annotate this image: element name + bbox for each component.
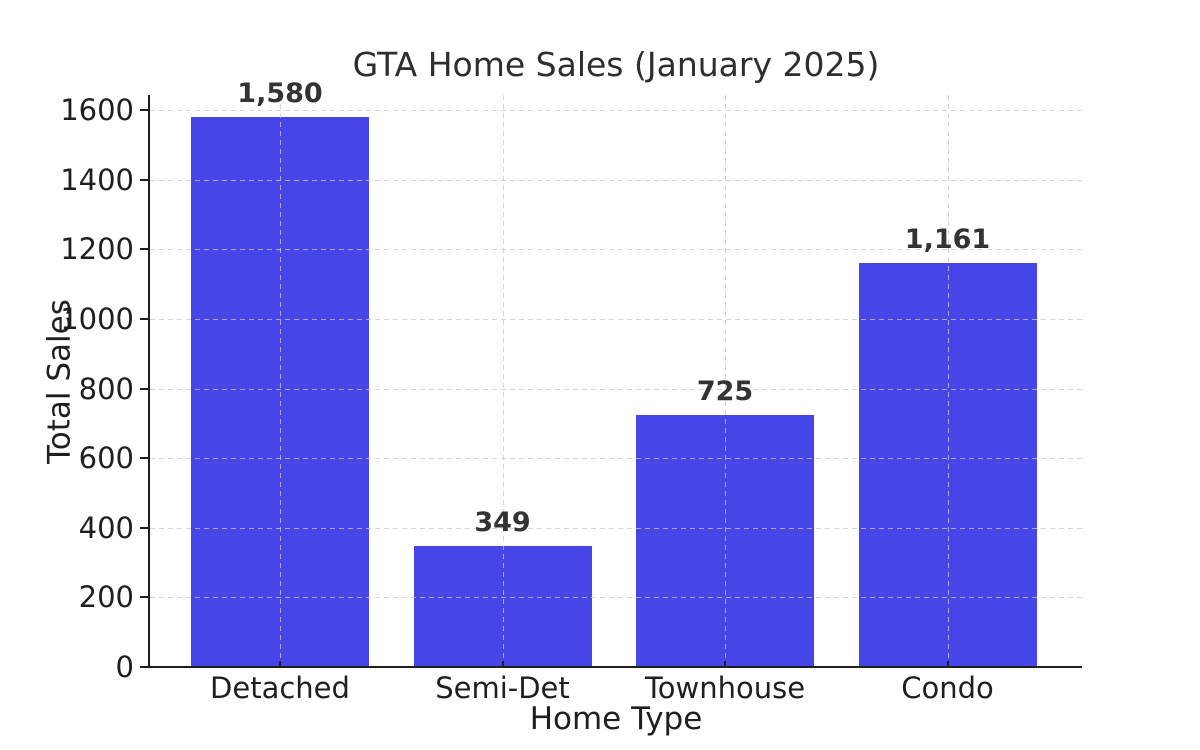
y-gridline bbox=[150, 249, 1082, 251]
x-gridline bbox=[947, 95, 949, 667]
y-tick-mark bbox=[140, 596, 148, 599]
x-tick-label: Condo bbox=[901, 671, 994, 705]
x-tick-label: Semi-Det bbox=[435, 671, 570, 705]
y-tick-label: 200 bbox=[78, 580, 134, 615]
y-gridline bbox=[150, 179, 1082, 181]
y-gridline bbox=[150, 527, 1082, 529]
x-gridline bbox=[280, 95, 281, 667]
x-tick-mark bbox=[946, 661, 949, 666]
bar-value-label: 349 bbox=[474, 506, 531, 538]
chart-title: GTA Home Sales (January 2025) bbox=[352, 45, 880, 84]
y-tick-mark bbox=[140, 178, 148, 181]
y-gridline bbox=[150, 597, 1082, 599]
y-tick-label: 400 bbox=[78, 510, 134, 545]
y-tick-mark bbox=[140, 387, 148, 390]
x-tick-mark bbox=[724, 661, 726, 666]
y-tick-mark bbox=[140, 248, 148, 251]
y-tick-label: 800 bbox=[78, 371, 134, 406]
y-gridline bbox=[150, 458, 1082, 460]
plot-area bbox=[150, 95, 1082, 667]
x-tick-mark bbox=[279, 661, 281, 666]
x-tick-label: Townhouse bbox=[644, 671, 806, 705]
y-tick-label: 0 bbox=[115, 650, 134, 684]
y-tick-mark bbox=[140, 666, 148, 668]
x-tick-mark bbox=[501, 661, 504, 666]
y-gridline bbox=[150, 110, 1082, 111]
x-gridline bbox=[725, 95, 726, 667]
bar-value-label: 1,580 bbox=[237, 77, 323, 109]
y-axis-spine bbox=[148, 95, 150, 668]
y-tick-label: 600 bbox=[78, 441, 134, 476]
x-axis-spine bbox=[148, 666, 1082, 668]
y-gridline bbox=[150, 388, 1082, 390]
bar-value-label: 1,161 bbox=[904, 223, 991, 255]
y-tick-label: 1400 bbox=[60, 162, 134, 197]
y-gridline bbox=[150, 318, 1082, 320]
y-tick-mark bbox=[140, 457, 148, 460]
y-tick-label: 1200 bbox=[60, 232, 134, 267]
bar-value-label: 725 bbox=[696, 375, 754, 407]
x-gridline bbox=[502, 95, 504, 667]
y-tick-mark bbox=[140, 317, 148, 320]
y-tick-mark bbox=[140, 526, 148, 529]
x-tick-label: Detached bbox=[210, 671, 350, 705]
y-tick-mark bbox=[140, 109, 148, 111]
x-axis-label: Home Type bbox=[529, 701, 703, 737]
y-tick-label: 1000 bbox=[60, 301, 134, 336]
y-tick-label: 1600 bbox=[60, 93, 134, 127]
